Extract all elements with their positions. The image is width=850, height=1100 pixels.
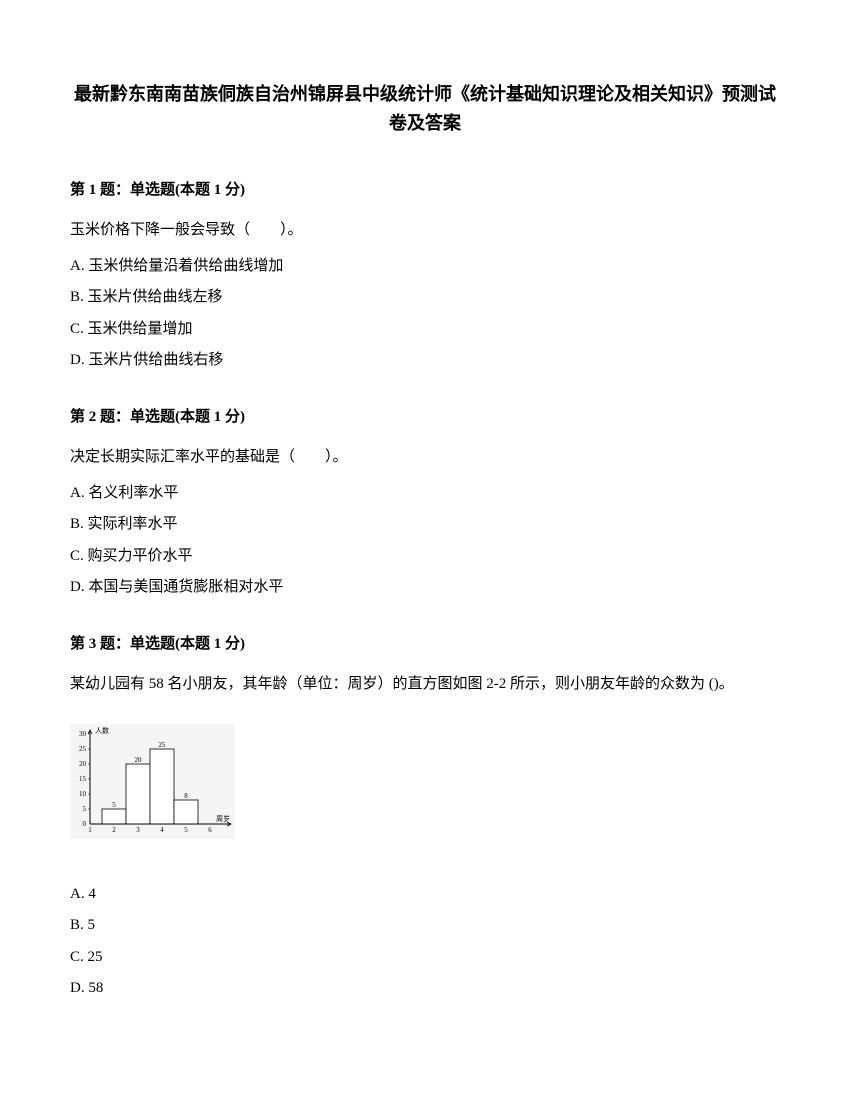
question-3-option-b: B. 5 — [70, 910, 780, 942]
document-title: 最新黔东南南苗族侗族自治州锦屏县中级统计师《统计基础知识理论及相关知识》预测试 … — [70, 80, 780, 138]
svg-text:6: 6 — [208, 826, 212, 834]
question-3-text: 某幼儿园有 58 名小朋友，其年龄（单位：周岁）的直方图如图 2-2 所示，则小… — [70, 669, 780, 699]
svg-text:人数: 人数 — [95, 726, 109, 735]
svg-text:2: 2 — [112, 826, 116, 834]
question-2-header: 第 2 题：单选题(本题 1 分) — [70, 405, 780, 426]
svg-text:10: 10 — [79, 790, 87, 798]
question-3-option-c: C. 25 — [70, 942, 780, 974]
svg-text:8: 8 — [184, 792, 188, 800]
svg-text:20: 20 — [135, 756, 143, 764]
svg-text:25: 25 — [159, 741, 167, 749]
svg-text:5: 5 — [184, 826, 188, 834]
question-2-option-b: B. 实际利率水平 — [70, 509, 780, 541]
svg-text:5: 5 — [83, 805, 87, 813]
title-line-2: 卷及答案 — [70, 109, 780, 138]
question-2-option-a: A. 名义利率水平 — [70, 478, 780, 510]
question-1-option-a: A. 玉米供给量沿着供给曲线增加 — [70, 251, 780, 283]
svg-text:20: 20 — [79, 760, 87, 768]
svg-text:0: 0 — [83, 820, 87, 828]
svg-text:周岁: 周岁 — [216, 814, 230, 823]
question-1-option-d: D. 玉米片供给曲线右移 — [70, 345, 780, 377]
svg-text:30: 30 — [79, 730, 87, 738]
question-2-option-d: D. 本国与美国通货膨胀相对水平 — [70, 572, 780, 604]
svg-text:4: 4 — [160, 826, 164, 834]
histogram-container: 0 5 10 15 20 25 30 人数 5 20 25 8 1 2 3 4 5 6 周岁 — [70, 724, 780, 839]
question-2-text: 决定长期实际汇率水平的基础是（ ）。 — [70, 442, 780, 472]
question-1: 第 1 题：单选题(本题 1 分) 玉米价格下降一般会导致（ ）。 A. 玉米供… — [70, 178, 780, 377]
title-line-1: 最新黔东南南苗族侗族自治州锦屏县中级统计师《统计基础知识理论及相关知识》预测试 — [70, 80, 780, 109]
question-2-option-c: C. 购买力平价水平 — [70, 541, 780, 573]
question-1-text: 玉米价格下降一般会导致（ ）。 — [70, 215, 780, 245]
question-3-header: 第 3 题：单选题(本题 1 分) — [70, 632, 780, 653]
svg-text:25: 25 — [79, 745, 87, 753]
question-3: 第 3 题：单选题(本题 1 分) 某幼儿园有 58 名小朋友，其年龄（单位：周… — [70, 632, 780, 1005]
question-3-option-a: A. 4 — [70, 879, 780, 911]
question-3-option-d: D. 58 — [70, 973, 780, 1005]
question-1-option-c: C. 玉米供给量增加 — [70, 314, 780, 346]
histogram-chart: 0 5 10 15 20 25 30 人数 5 20 25 8 1 2 3 4 5 6 周岁 — [70, 724, 235, 839]
question-1-header: 第 1 题：单选题(本题 1 分) — [70, 178, 780, 199]
question-2: 第 2 题：单选题(本题 1 分) 决定长期实际汇率水平的基础是（ ）。 A. … — [70, 405, 780, 604]
svg-text:15: 15 — [79, 775, 87, 783]
svg-text:3: 3 — [136, 826, 140, 834]
svg-text:5: 5 — [112, 801, 116, 809]
question-1-option-b: B. 玉米片供给曲线左移 — [70, 282, 780, 314]
svg-text:1: 1 — [88, 826, 92, 834]
